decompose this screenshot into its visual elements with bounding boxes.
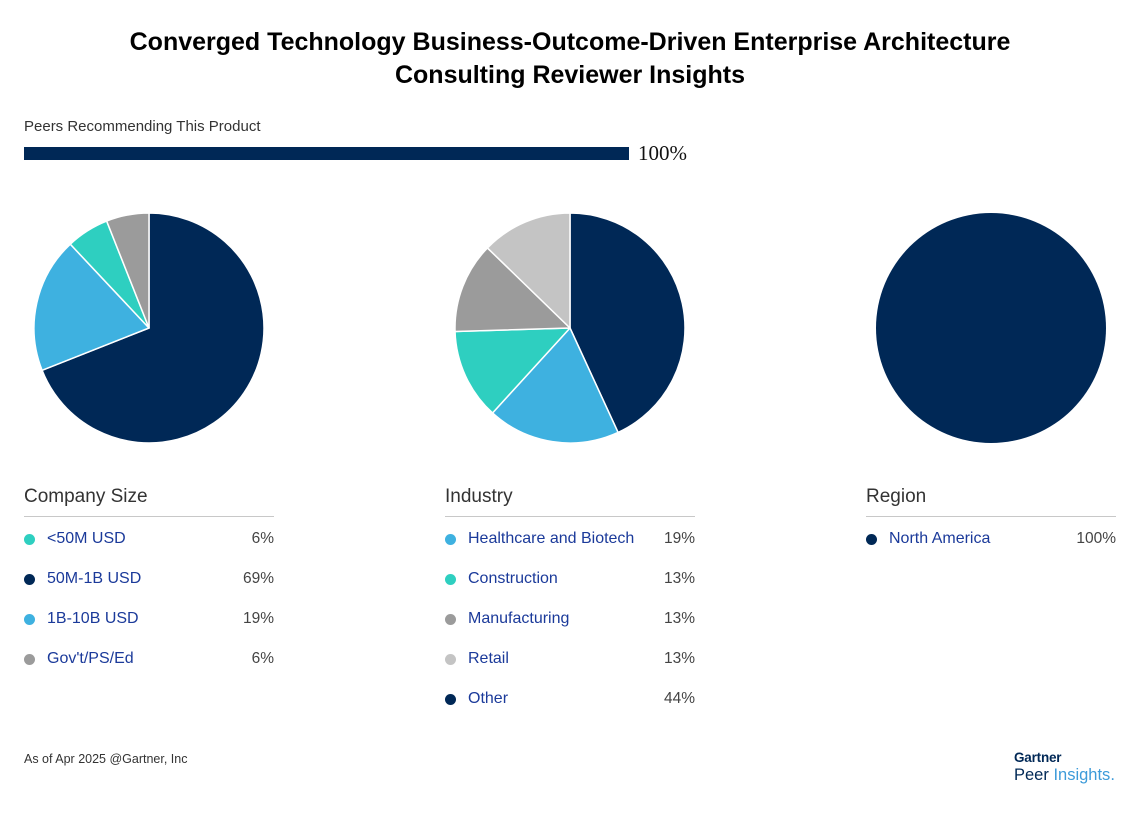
legend-item: North America 100% [866, 519, 1116, 559]
legend-value: 100% [1076, 530, 1116, 547]
industry-legend-rows: Healthcare and Biotech 19% Construction 13%… [445, 519, 695, 719]
legend-dot-icon [866, 534, 877, 545]
pie-slice-retail [486, 212, 571, 329]
legend-item: Manufacturing 13% [445, 599, 695, 639]
region-pie [875, 212, 1107, 444]
legend-label: Construction [468, 570, 558, 587]
legend-label: Gov't/PS/Ed [47, 650, 134, 667]
industry-pie-svg [454, 212, 686, 444]
industry-legend-title: Industry [445, 485, 695, 517]
legend-dot-icon [445, 534, 456, 545]
industry-legend: Industry Healthcare and Biotech 19% Constr… [445, 485, 695, 719]
title-line-1: Converged Technology Business-Outcome-Dr… [129, 28, 1011, 56]
recommend-value: 100% [638, 141, 687, 165]
company-size-legend-title: Company Size [24, 485, 274, 517]
logo-product-dot: . [1110, 766, 1115, 784]
legend-value: 13% [663, 610, 695, 627]
legend-label: North America [889, 530, 991, 547]
legend-value: 69% [242, 570, 274, 587]
legend-dot-icon [445, 614, 456, 625]
legend-dot-icon [445, 574, 456, 585]
legend-dot-icon [24, 654, 35, 665]
logo-brand: Gartner [1014, 750, 1062, 765]
industry-pie [454, 212, 686, 444]
legend-item: Retail 13% [445, 639, 695, 679]
gartner-peer-insights-logo: Gartner Peer Insights. [1014, 750, 1124, 785]
legend-item: 50M-1B USD 69% [24, 559, 274, 599]
logo-product-insights: Insights [1053, 766, 1111, 784]
legend-value: 19% [242, 610, 274, 627]
pie-slice-manufacturing [454, 247, 571, 333]
legend-value: 19% [663, 530, 695, 547]
recommend-label: Peers Recommending This Product [24, 118, 261, 135]
legend-dot-icon [445, 654, 456, 665]
legend-item: <50M USD 6% [24, 519, 274, 559]
company-size-pie-svg [33, 212, 265, 444]
recommend-bar [24, 147, 629, 160]
legend-label: <50M USD [47, 530, 126, 547]
pie-slice-other [569, 212, 686, 434]
legend-label: 50M-1B USD [47, 570, 142, 587]
company-size-legend: Company Size <50M USD 6% 50M-1B USD 69% 1B-1… [24, 485, 274, 679]
page-title: Converged Technology Business-Outcome-Dr… [0, 26, 1140, 92]
pie-slice-healthcare-and-biotech [491, 327, 619, 444]
legend-value: 13% [663, 650, 695, 667]
legend-item: Gov't/PS/Ed 6% [24, 639, 274, 679]
recommend-bar-fill [24, 147, 629, 160]
legend-item: 1B-10B USD 19% [24, 599, 274, 639]
pie-slice-construction [454, 327, 571, 414]
legend-label: Manufacturing [468, 610, 570, 627]
region-legend-rows: North America 100% [866, 519, 1116, 559]
legend-value: 6% [251, 530, 274, 547]
pie-slice-1b-10b-usd [33, 243, 150, 372]
region-legend-title: Region [866, 485, 1116, 517]
region-pie-svg [876, 213, 1106, 443]
legend-item: Healthcare and Biotech 19% [445, 519, 695, 559]
legend-value: 13% [663, 570, 695, 587]
logo-product: Peer Insights. [1014, 766, 1124, 785]
region-legend: Region North America 100% [866, 485, 1116, 559]
legend-dot-icon [24, 574, 35, 585]
pie-slice-north-america [876, 213, 1106, 443]
legend-dot-icon [24, 534, 35, 545]
footer-note: As of Apr 2025 @Gartner, Inc [24, 752, 188, 766]
pie-slice-gov-t-ps-ed [105, 212, 150, 329]
pie-slice-50m-1b-usd [41, 212, 265, 444]
legend-value: 6% [251, 650, 274, 667]
legend-dot-icon [24, 614, 35, 625]
legend-label: Other [468, 690, 509, 707]
title-line-2: Consulting Reviewer Insights [394, 61, 746, 89]
legend-dot-icon [445, 694, 456, 705]
legend-label: Retail [468, 650, 509, 667]
company-size-pie [33, 212, 265, 444]
legend-label: Healthcare and Biotech [468, 530, 635, 547]
legend-label: 1B-10B USD [47, 610, 139, 627]
legend-item: Construction 13% [445, 559, 695, 599]
company-size-legend-rows: <50M USD 6% 50M-1B USD 69% 1B-10B USD 19% Gov'… [24, 519, 274, 679]
legend-value: 44% [663, 690, 695, 707]
legend-item: Other 44% [445, 679, 695, 719]
logo-product-peer: Peer [1014, 766, 1054, 784]
